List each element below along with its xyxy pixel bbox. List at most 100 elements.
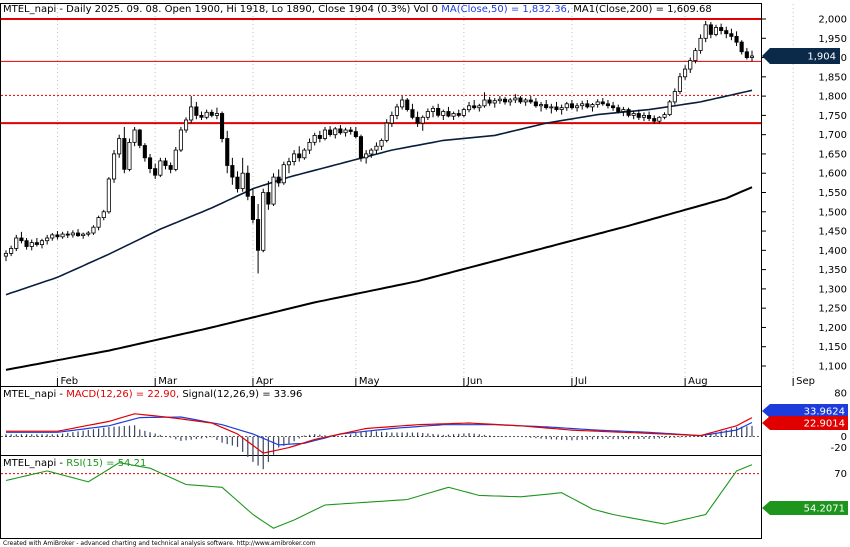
candle-body [554,106,559,111]
candle-body [24,240,29,247]
candle-body [394,106,399,116]
footer-credit: Created with AmiBroker - advanced charti… [3,540,316,547]
candle [415,111,420,127]
candle-body [672,91,677,103]
signal-last-label: 33.9624 [804,407,845,418]
rsi-last-label: 54.2071 [804,504,845,515]
price-axis: 2,0001,9501,9001,8501,8001,7501,7001,650… [761,15,847,373]
candle [353,126,358,139]
price-tick-label: 1,350 [818,265,847,276]
candle [29,239,34,251]
candle-body [168,165,173,170]
candle-body [590,104,595,108]
candle [364,150,369,164]
candle-body [636,113,641,118]
candle [683,65,688,80]
candle-body [137,129,142,146]
candle [713,24,718,37]
candle [225,130,230,174]
macd-header-lead: MTEL_napi - [3,389,66,400]
candle-body [322,129,327,139]
candle [322,126,327,141]
candle [636,109,641,121]
candle [158,157,163,178]
candle [384,119,389,143]
candle [621,106,626,117]
candle-body [662,114,667,118]
candle-body [348,129,353,132]
candle [708,22,713,39]
candle [19,231,24,244]
candle [400,96,405,110]
candle [456,109,461,118]
candle-body [405,99,410,111]
candle [286,157,291,174]
candle-body [652,118,657,122]
candle-body [446,111,451,117]
candle-body [281,164,286,184]
candle [328,126,333,137]
candle-body [343,129,348,134]
candle-body [683,68,688,78]
candle-body [317,134,322,139]
candle [430,105,435,118]
candle [425,108,430,121]
candle [513,94,518,104]
candle [153,163,158,180]
candle [729,28,734,41]
candle [45,234,50,245]
candle [616,104,621,114]
candle-body [9,247,14,254]
candle-body [533,101,538,107]
candle-body [436,108,441,116]
rsi-layer: 70 54.2071 [1,462,848,529]
candle [358,134,363,162]
candle-body [240,172,245,189]
candle-body [688,60,693,70]
price-tick-label: 1,800 [818,92,847,103]
candle-body [153,168,158,176]
candle-body [569,103,574,109]
candle-body [415,116,420,124]
candle-body [245,172,250,197]
candle-body [147,157,153,170]
candle-body [585,103,590,108]
date-tick-label: Apr [256,376,274,387]
candle [451,111,456,121]
date-tick-label: Aug [688,376,708,387]
candle-body [230,165,235,178]
candle-body [528,99,533,103]
candle-body [358,136,363,159]
candle [405,98,410,112]
candle-body [374,145,379,151]
candle-body [466,105,472,111]
candle-body [76,232,81,237]
candle-body [600,101,605,105]
price-header-ma200: MA1(Close,200) = 1,609.68 [570,4,712,15]
candle [559,104,564,115]
candle-body [276,176,281,184]
candle-body [729,33,734,37]
last-price-badge [762,48,840,65]
candle [9,245,14,257]
candle-body [734,36,739,43]
candle-body [595,101,600,106]
candle [91,225,96,235]
candle [549,103,554,114]
candle-body [379,139,384,147]
candle [183,117,189,133]
candle-body [724,30,729,35]
candle-body [353,131,358,138]
candle-body [127,141,132,170]
candle [240,157,245,192]
candle-body [384,122,389,141]
candle [472,99,477,110]
signal-last-badge [762,404,848,418]
macd-tick-label: 0 [841,432,847,443]
candle-body [580,103,585,107]
ma200-line [5,186,753,371]
candle [575,103,580,112]
candle [600,98,605,106]
candle-body [14,237,19,249]
